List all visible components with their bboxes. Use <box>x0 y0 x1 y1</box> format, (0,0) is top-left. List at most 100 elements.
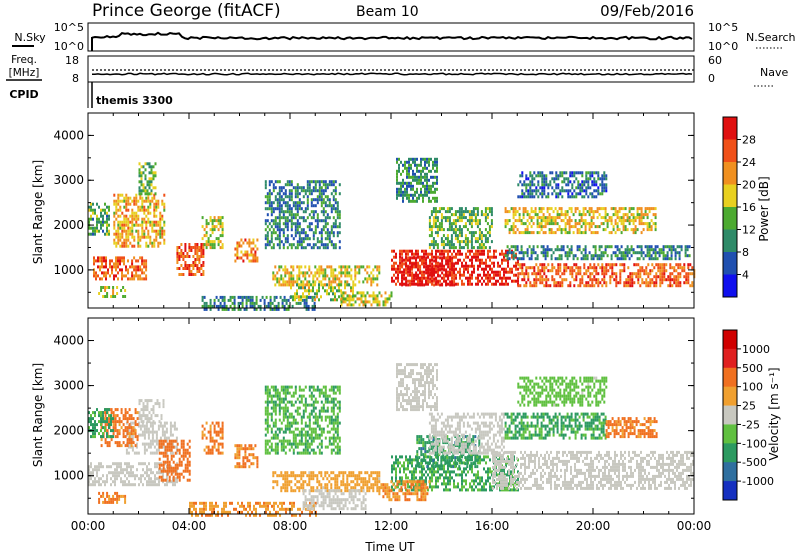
scatter-cell <box>324 277 327 281</box>
scatter-cell <box>162 463 165 467</box>
scatter-cell <box>458 228 461 232</box>
scatter-cell <box>642 213 645 217</box>
scatter-cell <box>605 263 608 267</box>
scatter-cell <box>424 172 426 176</box>
scatter-cell <box>643 269 646 273</box>
scatter-cell <box>170 442 173 446</box>
scatter-cell <box>445 262 448 266</box>
scatter-cell <box>314 180 317 184</box>
scatter-cell <box>559 275 562 279</box>
scatter-cell <box>178 273 181 276</box>
scatter-cell <box>134 477 136 481</box>
scatter-cell <box>623 269 626 273</box>
scatter-cell <box>461 252 463 256</box>
scatter-cell <box>143 259 146 263</box>
scatter-cell <box>475 276 477 280</box>
scatter-cell <box>334 180 337 184</box>
scatter-cell <box>393 261 395 265</box>
scatter-cell <box>153 241 156 245</box>
scatter-cell <box>507 261 509 265</box>
scatter-cell <box>350 274 353 278</box>
scatter-cell <box>501 258 503 262</box>
scatter-cell <box>202 252 205 255</box>
scatter-cell <box>447 256 450 260</box>
scatter-cell <box>239 307 242 311</box>
scatter-cell <box>597 284 600 288</box>
scatter-cell <box>314 231 317 235</box>
scatter-cell <box>557 272 560 276</box>
scatter-cell <box>221 225 224 229</box>
scatter-cell <box>148 399 151 403</box>
scatter-cell <box>421 259 424 263</box>
scatter-cell <box>412 157 414 161</box>
scatter-cell <box>555 269 558 273</box>
scatter-cell <box>522 210 525 214</box>
scatter-cell <box>170 466 173 470</box>
scatter-cell <box>102 480 104 484</box>
scatter-cell <box>640 251 643 255</box>
scatter-cell <box>414 193 416 197</box>
scatter-cell <box>522 222 525 226</box>
scatter-cell <box>164 469 167 473</box>
scatter-cell <box>523 195 526 199</box>
scatter-cell <box>320 201 323 205</box>
scatter-cell <box>430 231 433 235</box>
scatter-cell <box>272 189 275 193</box>
scatter-cell <box>180 460 183 464</box>
scatter-cell <box>410 175 412 179</box>
scatter-cell <box>125 196 128 200</box>
scatter-cell <box>126 441 129 445</box>
scatter-cell <box>664 257 667 261</box>
scatter-cell <box>544 248 547 252</box>
scatter-cell <box>632 213 635 217</box>
scatter-cell <box>127 244 130 248</box>
scatter-cell <box>306 216 309 220</box>
scatter-cell <box>96 465 98 469</box>
scatter-cell <box>520 257 523 261</box>
scatter-cell <box>666 251 669 255</box>
scatter-cell <box>342 291 345 295</box>
scatter-cell <box>539 269 542 273</box>
scatter-cell <box>641 266 644 270</box>
scatter-cell <box>278 207 281 211</box>
scatter-cell <box>421 262 424 266</box>
scatter-cell <box>105 277 107 281</box>
scatter-cell <box>324 216 327 220</box>
scatter-cell <box>659 266 662 270</box>
scatter-cell <box>523 192 526 196</box>
scatter-cell <box>401 276 403 280</box>
scatter-cell <box>575 192 578 196</box>
scatter-cell <box>282 222 285 226</box>
scatter-cell <box>659 284 662 288</box>
scatter-cell <box>632 207 635 211</box>
scatter-cell <box>328 265 331 269</box>
scatter-cell <box>253 301 256 305</box>
scatter-cell <box>180 255 183 258</box>
scatter-cell <box>125 448 128 452</box>
scatter-cell <box>487 273 489 277</box>
scatter-cell <box>137 274 140 278</box>
scatter-cell <box>593 183 596 187</box>
scatter-cell <box>306 280 309 284</box>
scatter-cell <box>465 255 467 259</box>
scatter-cell <box>108 214 110 218</box>
scatter-cell <box>137 451 140 455</box>
scatter-cell <box>280 240 283 244</box>
scatter-cell <box>268 240 271 244</box>
scatter-cell <box>368 265 371 269</box>
scatter-cell <box>154 480 156 484</box>
scatter-cell <box>619 278 622 282</box>
scatter-cell <box>148 192 151 196</box>
scatter-cell <box>110 438 113 442</box>
scatter-cell <box>679 281 682 285</box>
scatter-cell <box>578 222 581 226</box>
scatter-cell <box>491 276 493 280</box>
scatter-cell <box>687 272 690 276</box>
scatter-cell <box>479 258 481 262</box>
scatter-cell <box>564 210 567 214</box>
scatter-cell <box>450 228 453 232</box>
scatter-cell <box>406 175 408 179</box>
scatter-cell <box>122 429 125 433</box>
scatter-cell <box>524 231 527 235</box>
scatter-cell <box>141 424 144 428</box>
